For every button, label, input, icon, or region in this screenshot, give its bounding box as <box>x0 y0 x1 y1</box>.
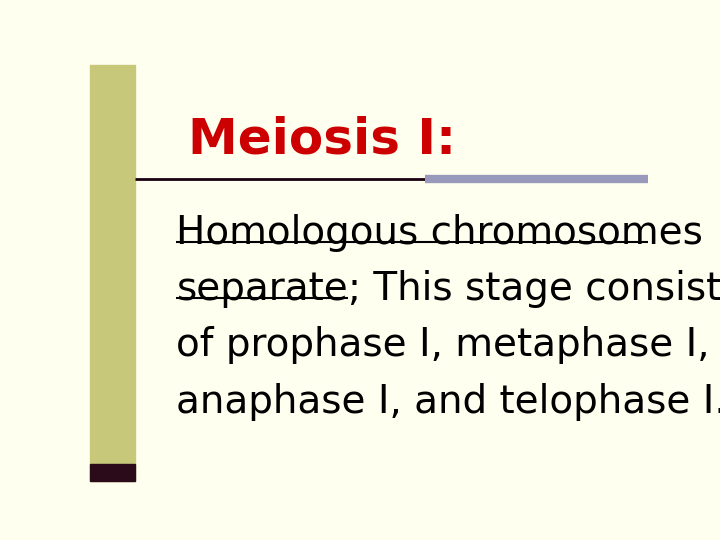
Bar <box>90 65 135 481</box>
Text: Homologous chromosomes: Homologous chromosomes <box>176 214 703 252</box>
Text: Meiosis I:: Meiosis I: <box>188 116 456 164</box>
Text: of prophase I, metaphase I,: of prophase I, metaphase I, <box>176 327 710 364</box>
Text: anaphase I, and telophase I.: anaphase I, and telophase I. <box>176 383 720 421</box>
Text: ; This stage consists: ; This stage consists <box>348 271 720 308</box>
Text: separate: separate <box>176 271 348 308</box>
Bar <box>90 464 135 481</box>
